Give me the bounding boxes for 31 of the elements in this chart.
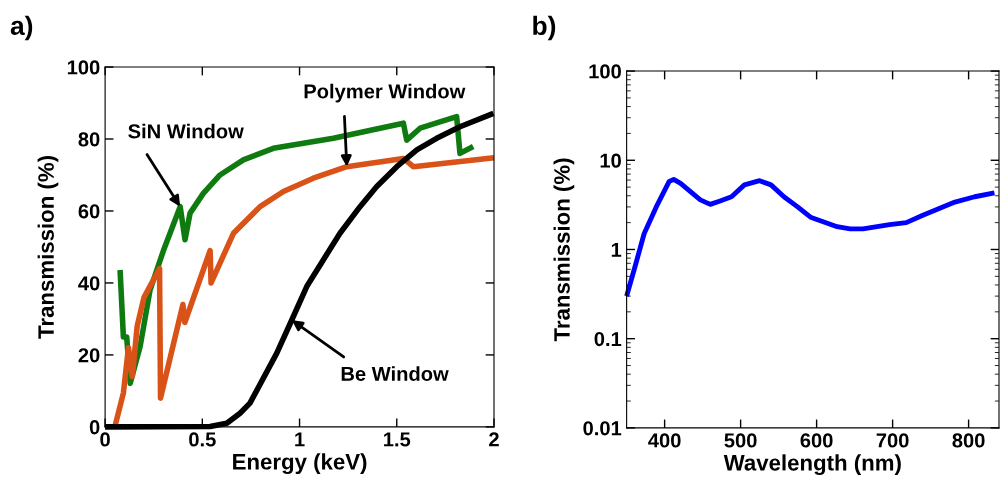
annotation: Be Window <box>341 366 449 381</box>
annotation: SiN Window <box>128 123 244 139</box>
x-tick-label: 1 <box>295 432 305 447</box>
y-tick-label: 60 <box>78 204 100 219</box>
y-tick-label: 100 <box>67 60 100 75</box>
y-tick-label: 10 <box>600 153 621 168</box>
y-tick-label: 0.01 <box>583 421 622 436</box>
y-tick-label: 1 <box>611 242 622 257</box>
x-axis-title: Wavelength (nm) <box>723 454 901 476</box>
x-tick-label: 700 <box>876 433 909 448</box>
y-axis-title: Transmission (%) <box>553 158 575 342</box>
line-series <box>624 176 997 299</box>
y-tick-label: 20 <box>78 348 100 363</box>
y-tick-label: 100 <box>589 64 621 79</box>
chart-title: b) <box>533 15 556 41</box>
x-axis-title: Energy (keV) <box>233 453 367 475</box>
x-tick-label: 0 <box>100 432 110 447</box>
y-tick-label: 40 <box>78 276 100 291</box>
x-tick-label: 2 <box>489 432 499 447</box>
annotation: Polymer Window <box>304 83 466 103</box>
chart-title: a) <box>10 15 33 41</box>
x-tick-label: 400 <box>648 433 681 448</box>
y-tick-label: 0 <box>89 420 100 435</box>
y-axis-title: Transmission (%) <box>37 156 59 339</box>
y-tick-label: 80 <box>78 132 100 147</box>
x-tick-label: 600 <box>800 433 833 448</box>
x-tick-label: 1.5 <box>384 432 411 447</box>
y-tick-label: 0.1 <box>594 331 622 347</box>
x-tick-label: 0.5 <box>189 432 216 447</box>
x-tick-label: 500 <box>724 433 757 448</box>
x-tick-label: 800 <box>952 433 985 448</box>
